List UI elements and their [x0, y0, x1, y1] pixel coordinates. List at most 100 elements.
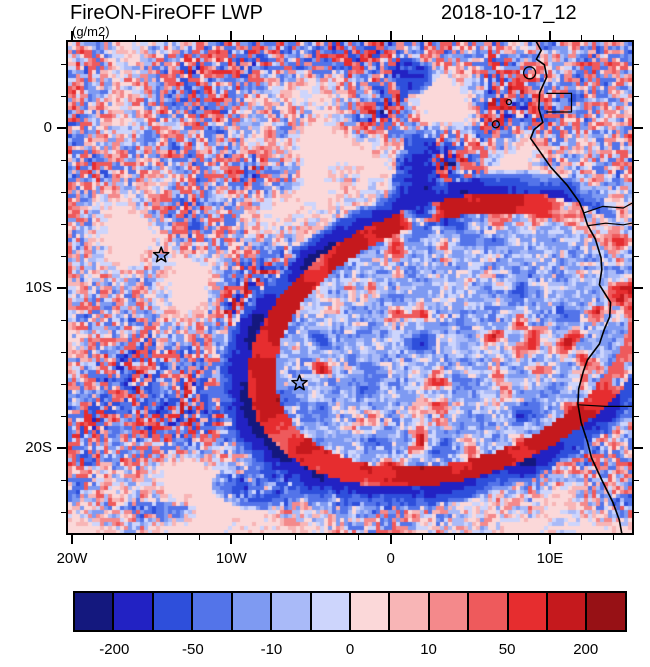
axis-tick [548, 535, 551, 544]
x-axis-label: 0 [386, 550, 395, 567]
axis-tick [61, 511, 66, 513]
colorbar-cell [232, 593, 273, 630]
axis-tick [634, 351, 639, 353]
colorbar-label: -10 [260, 641, 283, 658]
axis-tick [326, 535, 328, 540]
axis-tick [70, 535, 73, 544]
y-axis-label: 20S [25, 439, 52, 456]
axis-tick [61, 351, 66, 353]
lwp-field-canvas [68, 42, 632, 533]
axis-tick [634, 383, 639, 385]
axis-tick [61, 223, 66, 225]
geo-overlay [152, 42, 632, 533]
colorbar-label: -50 [182, 641, 204, 658]
axis-tick [61, 95, 66, 97]
colorbar-cell [390, 593, 430, 630]
date-label: 2018-10-17_12 [441, 2, 577, 24]
colorbar-cell [548, 593, 588, 630]
axis-tick [453, 35, 455, 40]
colorbar-label: 200 [573, 641, 599, 658]
axis-tick [294, 35, 296, 40]
plot-title: FireON-FireOFF LWP [70, 2, 263, 24]
star-marker-marker-west [152, 246, 170, 263]
axis-tick [613, 535, 615, 540]
axis-tick [262, 35, 264, 40]
axis-tick [634, 255, 639, 257]
axis-tick [198, 35, 200, 40]
axis-tick [485, 35, 487, 40]
axis-tick [634, 223, 639, 225]
axis-tick [135, 535, 137, 540]
axis-tick [389, 31, 392, 40]
island-outline [505, 98, 513, 106]
axis-tick [581, 535, 583, 540]
axis-tick [422, 535, 424, 540]
axis-tick [358, 35, 360, 40]
country-border [546, 92, 573, 113]
axis-tick [326, 35, 328, 40]
x-axis-label: 10W [215, 550, 247, 567]
axis-tick [517, 535, 519, 540]
axis-tick [634, 191, 639, 193]
colorbar [73, 591, 627, 632]
axis-tick [61, 63, 66, 65]
axis-tick [294, 535, 296, 540]
colorbar-cell [469, 593, 509, 630]
axis-tick [634, 95, 639, 97]
colorbar-cell [350, 593, 391, 630]
colorbar-cell [429, 593, 470, 630]
axis-tick [61, 479, 66, 481]
axis-tick [453, 535, 455, 540]
country-border [583, 202, 632, 214]
island-outline [522, 66, 537, 80]
axis-tick [634, 159, 639, 161]
axis-tick [389, 535, 392, 544]
axis-tick [262, 535, 264, 540]
axis-tick [135, 35, 137, 40]
axis-tick [57, 127, 66, 129]
axis-tick [167, 535, 169, 540]
axis-tick [103, 35, 105, 40]
axis-tick [230, 31, 233, 40]
colorbar-cell [311, 593, 351, 630]
colorbar-cell [114, 593, 154, 630]
colorbar-cell [508, 593, 549, 630]
colorbar-label: 50 [498, 641, 516, 658]
island-outline [491, 120, 500, 129]
axis-tick [57, 287, 66, 289]
country-border [587, 222, 632, 227]
colorbar-cell [153, 593, 194, 630]
colorbar-cell [272, 593, 312, 630]
x-axis-label: 10E [536, 550, 564, 567]
axis-tick [358, 535, 360, 540]
units-label: (g/m2) [72, 24, 110, 39]
axis-tick [485, 535, 487, 540]
y-axis-label: 10S [25, 279, 52, 296]
axis-tick [198, 535, 200, 540]
axis-tick [634, 319, 639, 321]
axis-tick [61, 319, 66, 321]
axis-tick [61, 255, 66, 257]
axis-tick [422, 35, 424, 40]
country-border [577, 404, 632, 407]
axis-tick [634, 415, 639, 417]
axis-tick [517, 35, 519, 40]
axis-tick [61, 191, 66, 193]
colorbar-label: 10 [420, 641, 437, 658]
axis-tick [167, 35, 169, 40]
star-marker-marker-east [291, 374, 308, 391]
axis-tick [57, 447, 66, 449]
axis-tick [70, 31, 73, 40]
axis-tick [634, 479, 639, 481]
colorbar-label: -200 [99, 641, 130, 658]
y-axis-label: 0 [43, 119, 52, 136]
axis-tick [61, 383, 66, 385]
axis-tick [634, 127, 643, 129]
axis-tick [103, 535, 105, 540]
colorbar-cell [193, 593, 233, 630]
axis-tick [230, 535, 233, 544]
africa-coastline [529, 42, 623, 533]
axis-tick [634, 511, 639, 513]
x-axis-label: 20W [56, 550, 88, 567]
